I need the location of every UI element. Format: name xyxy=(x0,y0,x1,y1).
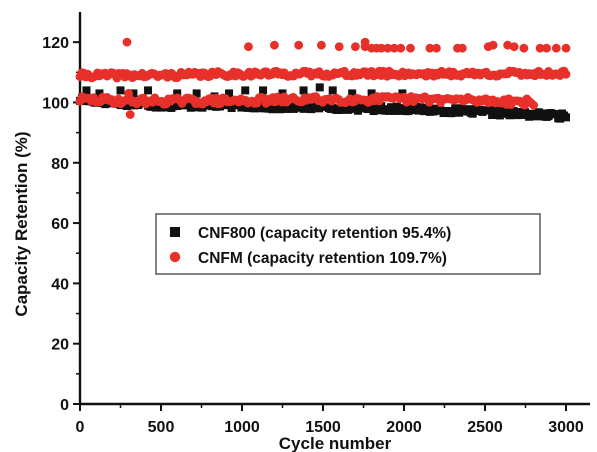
cnfm-point xyxy=(294,40,304,50)
cnfm-point xyxy=(488,40,498,50)
cnf800-point xyxy=(552,110,561,119)
cnf800-point xyxy=(129,89,138,98)
cnfm-point xyxy=(561,69,571,79)
cnfm-point xyxy=(457,43,467,53)
y-tick-label: 40 xyxy=(51,276,69,293)
cnfm-point xyxy=(535,43,545,53)
legend-cnf800-marker xyxy=(170,227,180,237)
y-tick-label: 60 xyxy=(51,216,69,233)
cnf800-point xyxy=(116,86,125,95)
cnf800-point xyxy=(82,86,91,95)
x-tick-label: 1500 xyxy=(305,419,341,436)
cnf800-point xyxy=(562,113,570,122)
cnfm-point xyxy=(396,43,406,53)
cnf800-point xyxy=(336,105,345,114)
x-tick-label: 3000 xyxy=(548,419,584,436)
cnf800-point xyxy=(353,106,362,115)
cnf800-point xyxy=(328,86,337,95)
cnfm-point xyxy=(432,43,441,53)
cnfm-point xyxy=(124,89,133,98)
cnfm-point xyxy=(334,42,344,52)
cnfm-point xyxy=(519,43,529,53)
cnfm-point xyxy=(529,100,538,110)
cnfm-point xyxy=(551,43,561,53)
cnf800-point xyxy=(144,86,153,95)
y-tick-label: 0 xyxy=(60,397,69,414)
y-tick-label: 20 xyxy=(51,337,69,354)
cnf800-point xyxy=(468,109,477,118)
cnfm-point xyxy=(389,43,399,53)
cnfm-point xyxy=(561,43,571,53)
cnfm-point xyxy=(406,43,415,53)
cnfm-point xyxy=(383,43,393,53)
cnfm-point xyxy=(542,43,551,53)
x-tick-label: 2000 xyxy=(386,419,422,436)
cnfm-point xyxy=(125,110,135,119)
cnf800-point xyxy=(95,89,104,98)
cnfm-point xyxy=(270,40,279,50)
cnf800-point xyxy=(259,86,268,95)
cnf800-point xyxy=(367,89,376,98)
cnfm-point xyxy=(376,43,386,53)
x-tick-label: 1000 xyxy=(224,419,260,436)
cnf800-point xyxy=(315,83,324,92)
cnf800-point xyxy=(225,89,234,98)
y-tick-label: 80 xyxy=(51,156,69,173)
legend-cnfm-marker xyxy=(169,251,181,263)
cnfm-point xyxy=(509,42,519,52)
x-tick-label: 0 xyxy=(76,419,85,436)
cnfm-point xyxy=(244,42,253,52)
cnf800-point xyxy=(299,86,308,95)
cnf800-point xyxy=(348,89,357,98)
cnf800-point xyxy=(173,89,182,98)
legend-cnfm-label: CNFM (capacity retention 109.7%) xyxy=(198,250,447,267)
legend-cnf800-label: CNF800 (capacity retention 95.4%) xyxy=(198,225,451,242)
cnfm-point xyxy=(360,37,370,47)
cnf800-point xyxy=(227,104,236,113)
cnfm-point xyxy=(425,43,435,53)
cnf800-point xyxy=(241,86,250,95)
cnfm-point xyxy=(316,40,326,50)
cnf800-point xyxy=(192,89,201,98)
cnfm-point xyxy=(351,42,360,52)
y-axis-label: Capacity Retention (%) xyxy=(12,131,31,316)
legend-box xyxy=(155,213,541,275)
cnfm-point xyxy=(122,37,132,47)
x-tick-label: 500 xyxy=(148,419,175,436)
y-tick-label: 100 xyxy=(42,95,69,112)
y-tick-label: 120 xyxy=(42,35,69,52)
x-axis-label: Cycle number xyxy=(279,434,392,452)
x-tick-label: 2500 xyxy=(467,419,503,436)
